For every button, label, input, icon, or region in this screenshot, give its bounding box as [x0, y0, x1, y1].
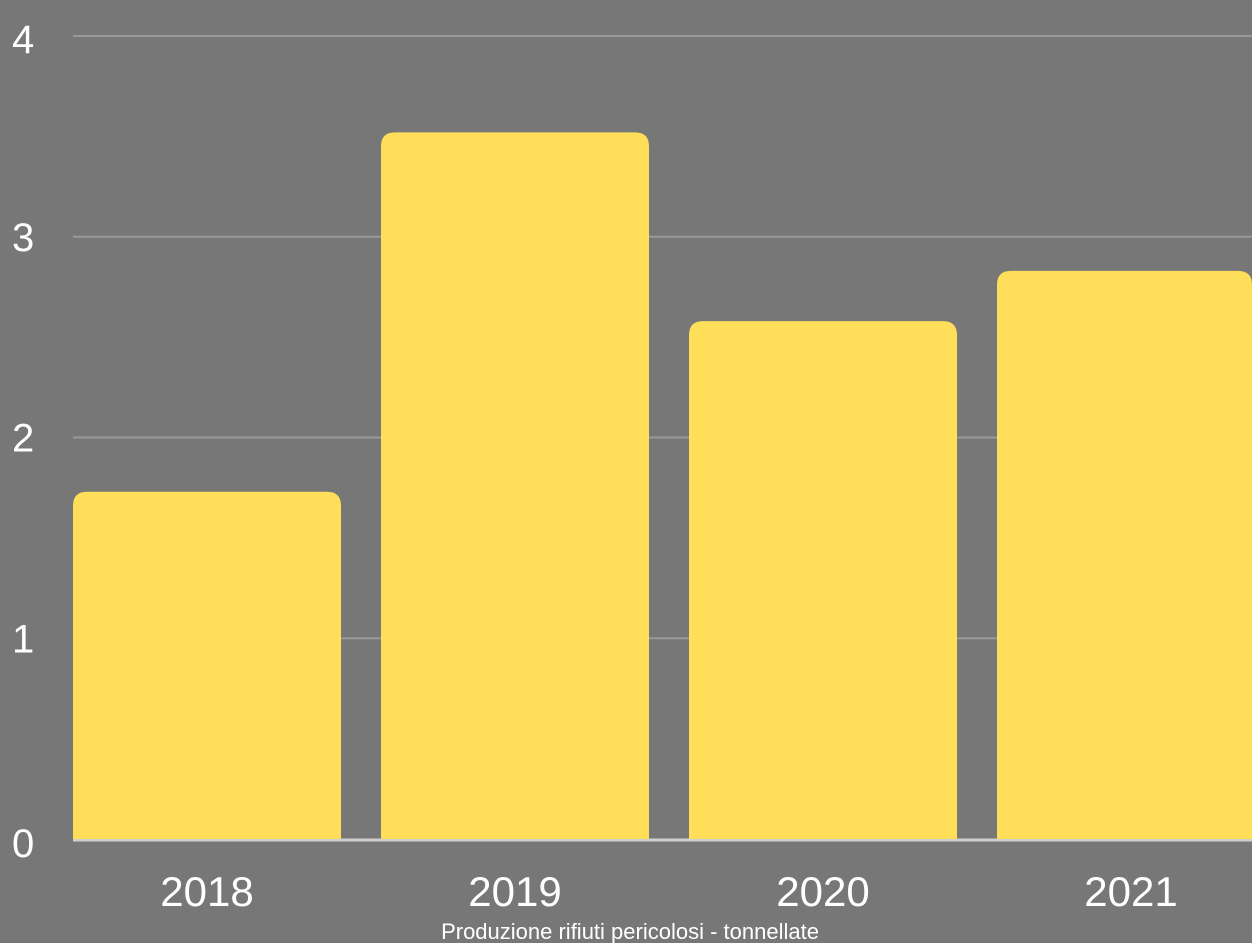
bar-2020 — [689, 321, 957, 839]
y-tick-label: 2 — [12, 417, 34, 461]
x-axis-title: Produzione rifiuti pericolosi - tonnella… — [441, 919, 819, 943]
y-tick-label: 3 — [12, 216, 34, 260]
y-tick-label: 4 — [12, 18, 34, 62]
y-tick-label: 0 — [12, 822, 34, 866]
x-tick-label: 2021 — [1084, 868, 1177, 915]
bar-2018 — [73, 491, 341, 839]
bar-2019 — [381, 132, 649, 840]
x-axis-ticks: 2018 2019 2020 2021 — [160, 868, 1177, 915]
y-tick-label: 1 — [12, 617, 34, 661]
x-tick-label: 2020 — [776, 868, 869, 915]
bars — [73, 132, 1252, 840]
x-tick-label: 2019 — [468, 868, 561, 915]
y-axis-ticks: 0 1 2 3 4 — [12, 18, 34, 866]
x-tick-label: 2018 — [160, 868, 253, 915]
bar-2021 — [997, 270, 1252, 839]
